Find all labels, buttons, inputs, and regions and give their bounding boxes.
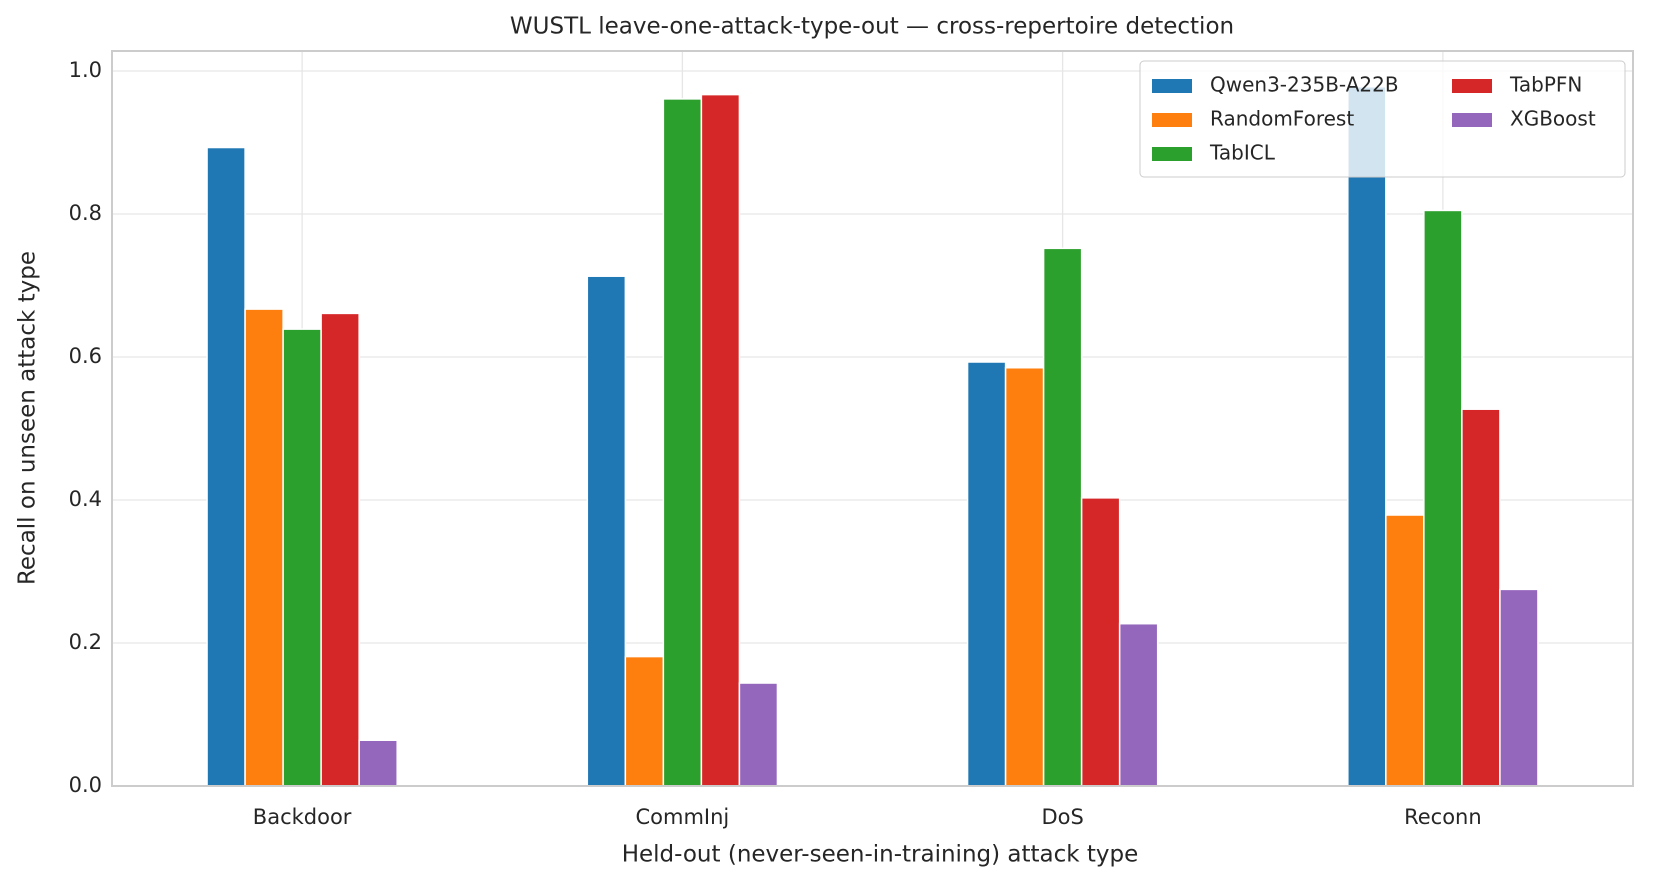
legend-swatch — [1152, 79, 1192, 93]
bar — [586, 275, 627, 787]
legend-label: RandomForest — [1210, 107, 1354, 131]
legend-label: TabICL — [1209, 141, 1276, 165]
plot-frame — [111, 50, 1634, 787]
bar — [1004, 366, 1045, 787]
bar — [1347, 85, 1387, 787]
bar — [320, 312, 360, 787]
bar — [1080, 497, 1121, 787]
legend-box — [1139, 60, 1626, 178]
x-axis-label: Held-out (never-seen-in-training) attack… — [622, 842, 1139, 868]
bar — [206, 146, 246, 787]
bar — [738, 682, 779, 787]
bar — [1118, 622, 1159, 787]
bar — [1385, 514, 1425, 787]
bar — [624, 655, 665, 787]
legend-swatch — [1152, 113, 1192, 127]
x-tick-label: Reconn — [1404, 805, 1482, 829]
bar — [1461, 408, 1501, 787]
legend: Qwen3-235B-A22B RandomForest TabICL TabPFN X… — [1139, 60, 1626, 178]
bar — [1423, 209, 1463, 787]
bar — [244, 308, 284, 787]
x-tick-label: Backdoor — [253, 805, 352, 829]
x-tick-label: DoS — [1041, 805, 1083, 829]
legend-swatch — [1452, 113, 1492, 127]
chart-title: WUSTL leave-one-attack-type-out — cross-… — [510, 14, 1234, 40]
bar — [662, 98, 703, 787]
bar — [282, 328, 322, 787]
y-tick-label: 1.0 — [69, 58, 102, 82]
bar — [1042, 247, 1083, 787]
y-tick-label: 0.6 — [69, 344, 102, 368]
bar — [1499, 588, 1539, 787]
legend-label: TabPFN — [1509, 73, 1582, 97]
bars — [206, 85, 1539, 787]
y-tick-label: 0.8 — [69, 201, 102, 225]
y-tick-label: 0.4 — [69, 487, 102, 511]
legend-swatch — [1452, 79, 1492, 93]
legend-swatch — [1152, 147, 1192, 161]
x-tick-label: CommInj — [635, 805, 729, 829]
bar — [966, 361, 1007, 787]
bar — [358, 739, 398, 787]
legend-label: Qwen3-235B-A22B — [1210, 73, 1399, 97]
bar — [700, 93, 741, 787]
y-axis-label: Recall on unseen attack type — [15, 251, 41, 585]
legend-label: XGBoost — [1510, 107, 1596, 131]
y-tick-label: 0.2 — [69, 630, 102, 654]
y-tick-label: 0.0 — [69, 773, 102, 797]
